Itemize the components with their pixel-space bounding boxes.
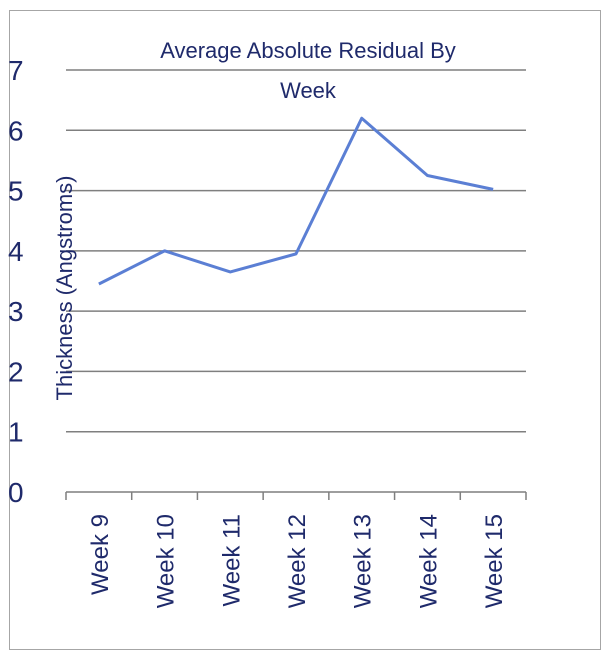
chart-title-line-2: Week bbox=[280, 78, 337, 103]
y-axis-label: Thickness (Angstroms) bbox=[52, 176, 77, 401]
y-tick-label: 7 bbox=[8, 55, 24, 86]
y-tick-label: 3 bbox=[8, 296, 24, 327]
x-tick-label: Week 11 bbox=[218, 514, 245, 607]
y-tick-label: 0 bbox=[8, 477, 24, 508]
y-tick-label: 2 bbox=[8, 356, 24, 387]
y-tick-label: 1 bbox=[8, 417, 24, 448]
axes bbox=[66, 492, 526, 500]
x-tick-label: Week 13 bbox=[350, 514, 377, 608]
chart-title-line-1: Average Absolute Residual By bbox=[160, 38, 456, 63]
y-tick-label: 6 bbox=[8, 115, 24, 146]
series-lines bbox=[99, 118, 493, 284]
x-tick-label: Week 10 bbox=[153, 514, 180, 608]
series-line bbox=[99, 118, 493, 284]
y-tick-label: 5 bbox=[8, 176, 24, 207]
x-tick-label: Week 12 bbox=[284, 514, 311, 608]
y-tick-labels: 0 1 2 3 4 5 6 7 bbox=[8, 55, 24, 508]
x-tick-label: Week 14 bbox=[415, 514, 442, 608]
y-tick-label: 4 bbox=[8, 236, 24, 267]
x-tick-label: Week 15 bbox=[481, 514, 508, 608]
x-tick-label: Week 9 bbox=[87, 514, 114, 595]
x-tick-labels: Week 9 Week 10 Week 11 Week 12 Week 13 Week 1… bbox=[87, 514, 508, 608]
